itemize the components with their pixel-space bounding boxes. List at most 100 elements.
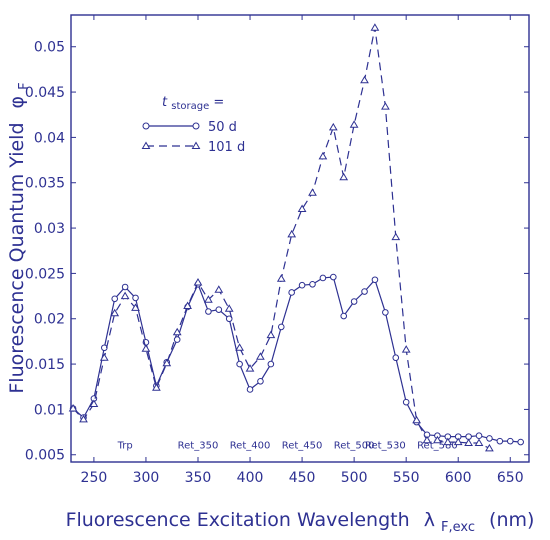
data-point [392, 354, 400, 362]
data-point [193, 278, 203, 286]
data-point [68, 404, 78, 412]
data-point [267, 360, 275, 368]
x-tick-label: 600 [445, 470, 472, 486]
legend-title-suffix: = [213, 95, 224, 110]
series-50d [69, 273, 524, 446]
peak-annotation: Ret_580 [417, 440, 458, 451]
data-point [245, 364, 255, 372]
x-tick-label: 350 [185, 470, 212, 486]
data-point [236, 360, 243, 368]
legend-marker-50d-right [192, 122, 200, 130]
data-point [371, 276, 379, 284]
data-point [266, 330, 276, 339]
data-point [328, 122, 338, 131]
y-tick-label: 0.05 [34, 40, 65, 56]
data-point [79, 414, 88, 423]
data-point [350, 298, 358, 305]
data-point [401, 345, 411, 353]
data-point [506, 437, 514, 445]
data-point [120, 291, 130, 300]
data-point [131, 303, 140, 311]
y-tick-label: 0.005 [25, 448, 65, 464]
x-tick-label: 400 [237, 470, 264, 486]
peak-annotation: Ret_400 [230, 440, 271, 451]
data-point [256, 352, 265, 360]
data-point [173, 336, 181, 343]
legend-title: t storage = [162, 95, 224, 113]
data-point [496, 437, 504, 445]
y-tick-label: 0.015 [25, 357, 65, 373]
data-point [485, 443, 494, 452]
peak-annotation: Ret_530 [365, 440, 406, 451]
data-point [475, 432, 483, 440]
y-tick-label: 0.025 [25, 266, 65, 282]
y-axis-symbol: φ [6, 96, 28, 109]
axis-ticks: 250 300 350 400 450 500 550 600 650 0.005 0.01 0.01… [25, 15, 529, 486]
data-point [297, 204, 307, 212]
peak-annotation: Ret_450 [282, 440, 323, 451]
x-tick-label: 450 [289, 470, 316, 486]
x-axis-title: Fluorescence Excitation Wavelength λ F,e… [66, 509, 535, 536]
data-point [361, 288, 368, 295]
peak-annotation: Ret_350 [178, 440, 219, 451]
data-point [453, 437, 463, 446]
data-point [225, 315, 233, 323]
data-point [298, 281, 306, 289]
data-point [309, 280, 316, 288]
data-point [330, 273, 337, 281]
series-101d [68, 23, 494, 452]
y-tick-label: 0.01 [34, 402, 65, 418]
data-point [235, 343, 244, 351]
y-axis-subscript: F [17, 82, 32, 89]
data-point [464, 438, 473, 446]
data-point [308, 188, 317, 196]
data-point [162, 358, 172, 367]
plot-frame [70, 14, 530, 463]
data-point [360, 75, 369, 84]
x-axis-unit: (nm) [489, 509, 534, 531]
data-point [382, 309, 389, 316]
data-point [205, 308, 212, 315]
data-point [412, 415, 421, 424]
x-axis-symbol: λ [424, 509, 435, 531]
data-point [339, 172, 349, 181]
data-point [443, 437, 453, 446]
data-point [99, 353, 109, 361]
legend-label-50d: 50 d [208, 120, 237, 135]
data-point [111, 295, 119, 303]
data-point [391, 232, 401, 241]
data-point [276, 274, 286, 282]
data-point [474, 438, 484, 446]
data-point [318, 151, 328, 160]
legend-marker-101d-right [191, 141, 201, 149]
data-point [214, 285, 224, 293]
data-point [246, 386, 254, 393]
series-line [72, 27, 490, 449]
y-tick-label: 0.03 [34, 221, 65, 237]
data-point [370, 23, 380, 31]
legend-label-101d: 101 d [208, 140, 245, 155]
series-layer [68, 23, 524, 452]
data-point [89, 399, 99, 407]
data-point [402, 398, 410, 406]
data-point [183, 301, 192, 309]
data-point [433, 435, 442, 444]
data-point [132, 294, 139, 302]
legend: t storage = 50 d 101 d [141, 95, 245, 155]
x-axis-label: Fluorescence Excitation Wavelength [66, 509, 410, 531]
y-tick-label: 0.04 [34, 130, 65, 146]
data-point [277, 323, 285, 331]
data-point [486, 435, 493, 442]
x-tick-label: 250 [81, 470, 108, 486]
data-point [141, 344, 151, 352]
data-point [288, 289, 295, 296]
x-tick-label: 550 [393, 470, 420, 486]
data-point [121, 283, 129, 291]
data-point [172, 327, 182, 336]
y-axis-title: Fluorescence Quantum Yield φ F [6, 82, 32, 393]
data-point [340, 312, 348, 320]
data-point [204, 295, 213, 303]
data-point [381, 102, 390, 110]
peak-annotation: Ret_500 [334, 440, 375, 451]
